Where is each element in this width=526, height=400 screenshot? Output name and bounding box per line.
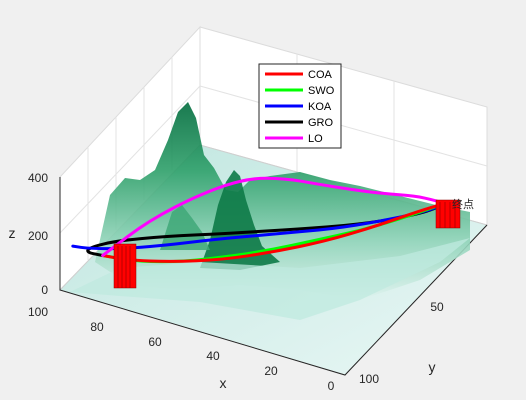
y-axis-label: y [429,359,436,375]
x-tick-0: 0 [328,379,335,393]
terrain-back [95,102,470,300]
legend-label-swo: SWO [308,85,335,97]
y-tick-100: 100 [359,372,379,386]
terrain-ridge [160,205,210,250]
z-axis-label: z [9,225,16,241]
x-tick-40: 40 [206,349,220,363]
y-tick-50: 50 [430,300,444,314]
legend-label-koa: KOA [308,101,332,113]
legend-label-gro: GRO [308,117,334,129]
front-edges [59,177,488,376]
start-marker [113,243,137,289]
terrain-foothills [70,238,470,320]
x-tick-60: 60 [148,335,162,349]
end-marker [435,199,461,229]
x-tick-80: 80 [90,320,104,334]
z-tick-2: 400 [28,171,48,185]
legend-label-lo: LO [308,133,323,145]
legend-label-coa: COA [308,69,333,81]
x-tick-20: 20 [264,364,278,378]
terrain-surface [70,102,470,320]
end-label: 终点 [452,197,474,211]
y-ticks: 50 100 [359,300,444,386]
x-ticks: 100 80 60 40 20 0 [28,305,335,393]
series-line-lo [101,176,446,257]
legend: COA SWO KOA GRO LO [258,63,342,149]
x-tick-100: 100 [28,305,48,319]
terrain-peak [200,170,280,270]
x-axis-label: x [220,375,227,391]
z-tick-1: 200 [28,229,48,243]
z-tick-0: 0 [41,283,48,297]
z-ticks: 0 200 400 [28,171,48,297]
